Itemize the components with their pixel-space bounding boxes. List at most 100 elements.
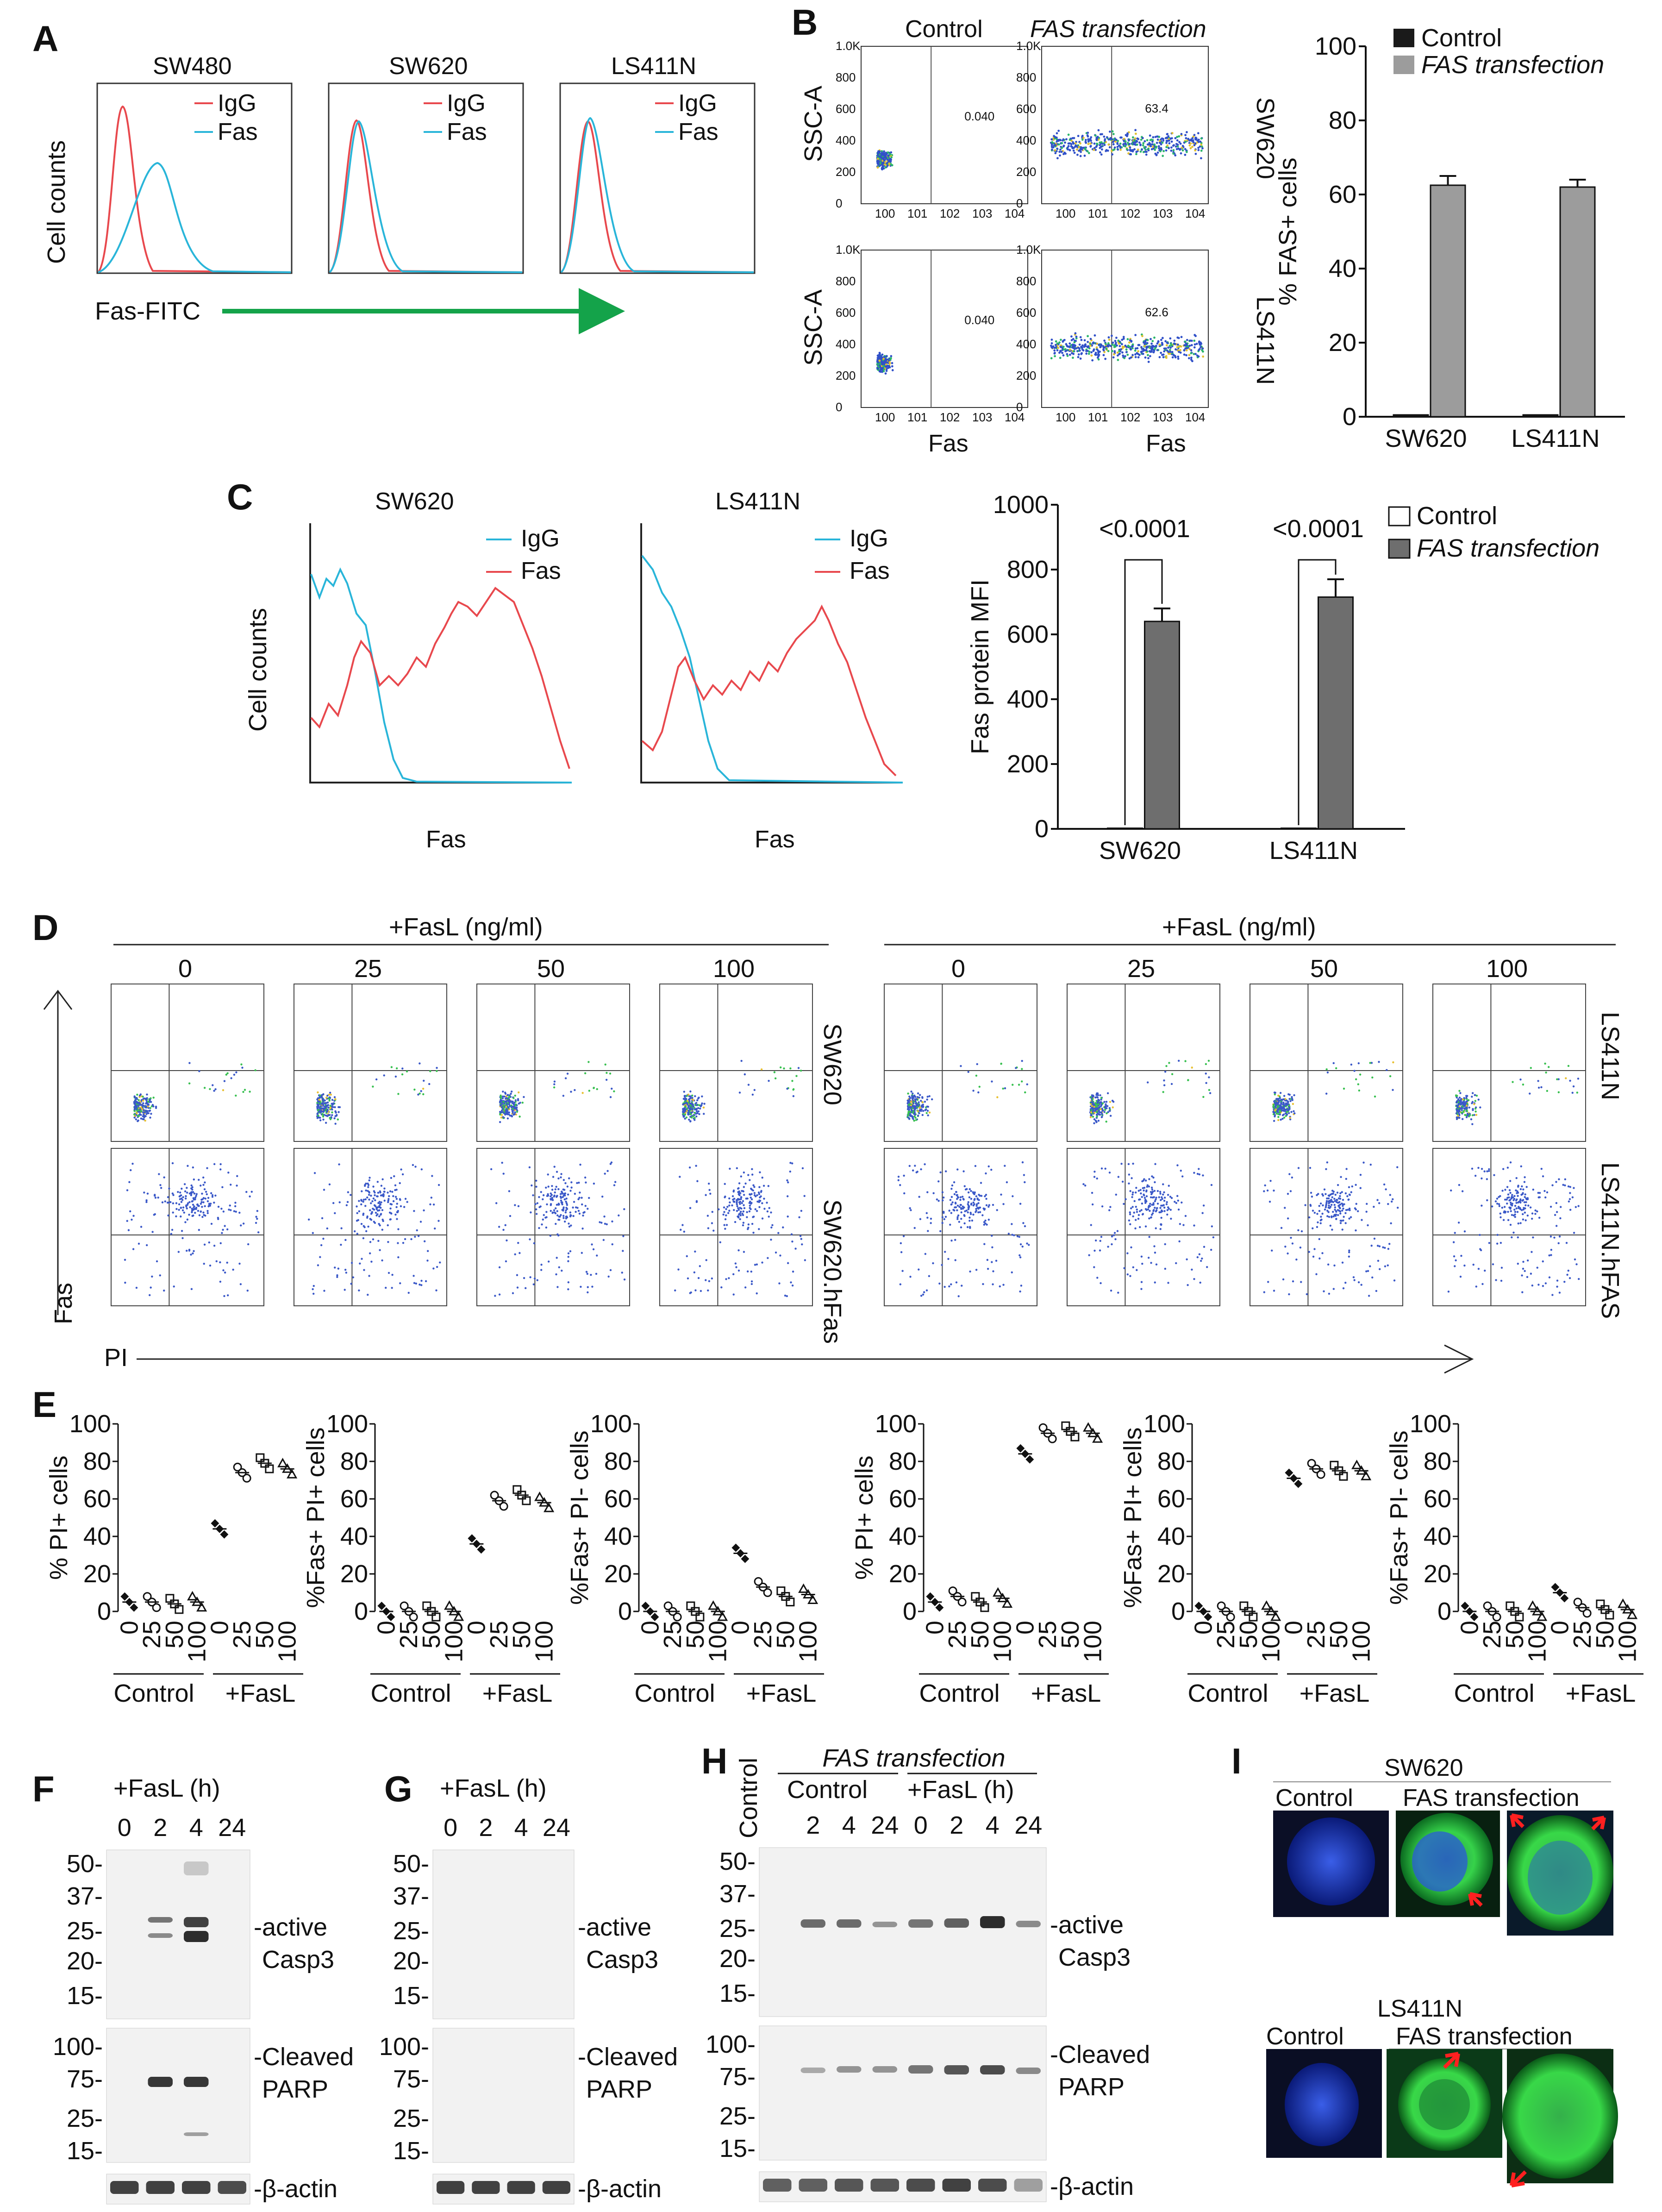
legend-fas: Fas xyxy=(218,119,258,145)
col-control: Control xyxy=(905,16,983,43)
mw-marker: 50- xyxy=(67,1850,103,1878)
lane-label: 2 xyxy=(950,1811,963,1839)
blot-band xyxy=(184,2132,209,2136)
blot-membrane xyxy=(106,2028,250,2163)
data-point xyxy=(165,1594,175,1603)
y-tick-label: 20 xyxy=(340,1560,368,1588)
data-point xyxy=(1527,1600,1538,1610)
y-tick: 1.0K xyxy=(1016,243,1041,257)
blot-band xyxy=(872,1922,897,1927)
panel-i-microscopy: SW620 Control FAS transfection LS411N Co… xyxy=(1266,1755,1618,2187)
actin-band xyxy=(507,2181,535,2194)
y-tick: 0 xyxy=(1016,400,1023,414)
dose-label: 0 xyxy=(951,955,965,983)
data-point xyxy=(926,1592,935,1601)
x-tick-label: 50 xyxy=(1056,1621,1084,1648)
y-tick-label: 20 xyxy=(1329,329,1356,357)
x-tick-label: 50 xyxy=(1501,1621,1529,1648)
c-xlabel: Fas xyxy=(755,826,795,853)
dose-label: 25 xyxy=(1127,955,1155,983)
x-tick-label: 25 xyxy=(1478,1621,1506,1648)
y-tick: 800 xyxy=(836,274,856,288)
data-point xyxy=(1560,1594,1569,1603)
legend-fas: Fas xyxy=(678,119,719,145)
y-tick-label: 20 xyxy=(83,1560,111,1588)
x-tick-label: 50 xyxy=(251,1621,279,1648)
data-point xyxy=(499,1502,508,1511)
y-tick-label: 60 xyxy=(1329,181,1356,208)
label-active: -active xyxy=(254,1913,327,1941)
bar xyxy=(1281,827,1317,830)
actin-band xyxy=(835,2179,863,2192)
label-actin: -β-actin xyxy=(1050,2173,1134,2200)
lane-label: 4 xyxy=(189,1814,203,1842)
data-point xyxy=(196,1602,207,1612)
y-tick-label: 80 xyxy=(604,1448,632,1475)
y-axis-label: % PI+ cells xyxy=(45,1455,73,1580)
col-fas-transfection: FAS transfection xyxy=(1030,16,1206,43)
mw-marker: 20- xyxy=(67,1947,103,1975)
y-tick-label: 100 xyxy=(590,1410,632,1438)
data-point xyxy=(754,1577,763,1586)
data-point xyxy=(971,1592,980,1601)
data-point xyxy=(1226,1612,1235,1622)
data-point xyxy=(468,1534,476,1543)
data-point xyxy=(544,1503,555,1512)
x-tick-label: 50 xyxy=(508,1621,536,1648)
label-casp3: Casp3 xyxy=(262,1946,334,1974)
histogram-title: SW620 xyxy=(389,53,468,80)
group-label-fasl: +FasL xyxy=(225,1679,296,1707)
x-tick: 100 xyxy=(875,410,895,424)
flow-dotplot xyxy=(294,984,447,1142)
mw-marker: 25- xyxy=(393,1917,429,1945)
mw-marker: 75- xyxy=(719,2063,756,2091)
legend-swatch-control xyxy=(1393,29,1414,47)
data-point xyxy=(444,1600,455,1610)
mw-marker: 75- xyxy=(393,2065,429,2093)
x-tick-label: 100 xyxy=(1348,1621,1375,1662)
lane-label: 4 xyxy=(986,1811,1000,1839)
y-tick: 400 xyxy=(836,133,856,147)
y-tick-label: 40 xyxy=(340,1523,368,1550)
actin-band xyxy=(870,2179,899,2192)
x-tick-label: 100 xyxy=(1614,1621,1642,1662)
data-point xyxy=(1217,1601,1226,1610)
x-tick: 102 xyxy=(940,207,960,220)
blot-band xyxy=(837,2066,862,2073)
flow-dotplot xyxy=(1067,984,1220,1142)
mw-marker: 100- xyxy=(379,2033,429,2061)
blot-header: +FasL (h) xyxy=(440,1774,547,1802)
data-point xyxy=(1316,1470,1325,1479)
y-axis-label: Fas protein MFI xyxy=(966,579,994,754)
mw-marker: 37- xyxy=(719,1880,756,1908)
blot-subheader-fasl: +FasL (h) xyxy=(907,1776,1014,1804)
actin-band xyxy=(182,2181,211,2194)
x-tick-label: 0 xyxy=(1189,1621,1217,1635)
data-point xyxy=(1330,1460,1339,1470)
category-label: SW620 xyxy=(1385,425,1467,452)
data-point xyxy=(1083,1422,1094,1432)
data-point xyxy=(695,1612,705,1622)
histogram-sw480: SW480 IgG Fas xyxy=(96,53,293,274)
x-tick-label: 0 xyxy=(1456,1621,1483,1635)
data-point xyxy=(1470,1613,1479,1621)
x-tick-label: 0 xyxy=(636,1621,664,1635)
i-row-sw620: SW620 xyxy=(1384,1755,1463,1781)
x-tick-label: 0 xyxy=(921,1621,949,1635)
x-tick-label: 0 xyxy=(1280,1621,1307,1635)
label-active: -active xyxy=(1050,1911,1124,1939)
x-tick: 101 xyxy=(1088,410,1108,424)
data-point xyxy=(242,1473,251,1483)
data-point xyxy=(1025,1455,1034,1464)
blot-band xyxy=(184,1917,209,1927)
x-tick: 102 xyxy=(1120,207,1140,220)
y-tick-label: 80 xyxy=(83,1448,111,1475)
flow-dotplot xyxy=(1250,984,1403,1142)
y-tick-label: 80 xyxy=(1424,1448,1451,1475)
x-tick: 101 xyxy=(1088,207,1108,220)
y-tick: 800 xyxy=(1016,70,1036,84)
i-col-control: Control xyxy=(1275,1785,1353,1811)
